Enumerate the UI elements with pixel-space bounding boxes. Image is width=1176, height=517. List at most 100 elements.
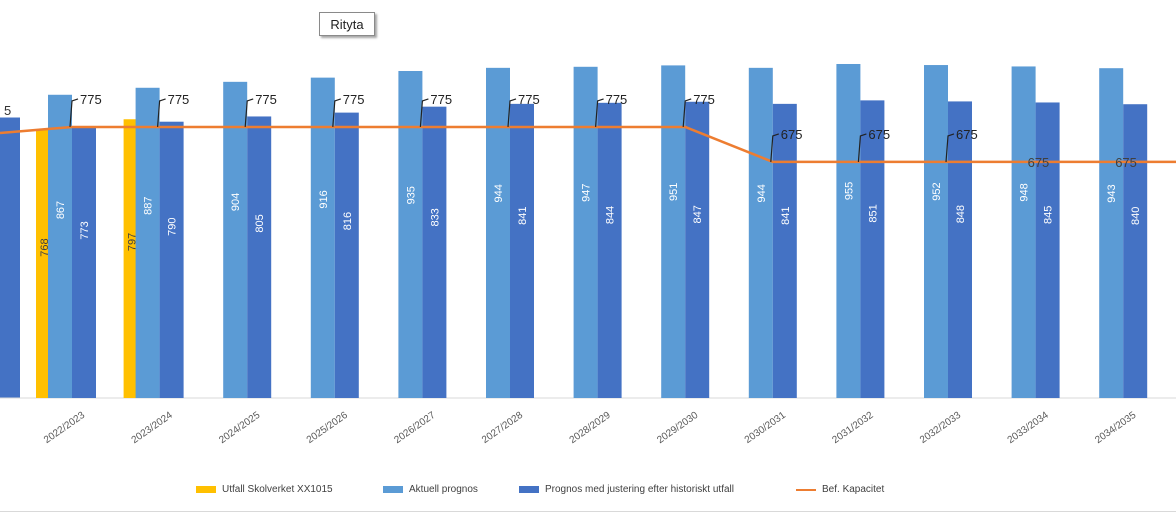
x-tick-label: 2026/2027 <box>392 410 437 446</box>
data-label-kapacitet: 775 <box>430 92 452 107</box>
data-label-justerad: 773 <box>79 221 91 239</box>
callout-kapacitet <box>332 98 341 127</box>
tooltip-label: Rityta <box>330 16 364 32</box>
x-tick-label: 2033/2034 <box>1006 410 1051 446</box>
x-tick-label: 2024/2025 <box>217 410 262 446</box>
callout-kapacitet <box>682 98 692 127</box>
bar-justerad <box>685 101 710 398</box>
data-label-kapacitet: 775 <box>606 92 628 107</box>
data-label-aktuell: 904 <box>230 193 242 211</box>
data-label-aktuell: 943 <box>1106 184 1118 202</box>
data-label-justerad: 841 <box>517 206 529 224</box>
data-label-aktuell: 944 <box>756 184 768 202</box>
bar-justerad <box>247 116 272 398</box>
bar-aktuell <box>573 66 598 399</box>
data-label-justerad: 790 <box>167 218 179 236</box>
data-label-aktuell: 867 <box>55 201 67 219</box>
bar-justerad <box>597 102 622 399</box>
legend-item-utfall[interactable]: Utfall Skolverket XX1015 <box>196 484 333 495</box>
callout-kapacitet <box>419 98 429 127</box>
data-label-kapacitet: 675 <box>781 127 803 142</box>
x-tick-label: 2030/2031 <box>743 410 788 446</box>
series-line-kapacitet <box>0 125 1176 164</box>
legend-swatch-kapacitet <box>796 488 816 491</box>
data-label-kapacitet: 675 <box>868 127 890 142</box>
legend-label-kapacitet: Bef. Kapacitet <box>822 484 885 495</box>
legend[interactable]: Utfall Skolverket XX1015 Aktuell prognos… <box>0 484 1176 502</box>
data-label-aktuell: 948 <box>1019 183 1031 201</box>
legend-item-justerad[interactable]: Prognos med justering efter historiskt u… <box>519 484 734 495</box>
legend-label-utfall: Utfall Skolverket XX1015 <box>222 484 333 495</box>
data-label-aktuell: 951 <box>668 183 680 201</box>
bar-aktuell <box>310 77 335 398</box>
data-label-justerad: 848 <box>955 205 967 223</box>
callout-kapacitet <box>770 133 779 162</box>
bar-aktuell <box>661 65 686 398</box>
data-label-kapacitet: 675 <box>956 127 978 142</box>
data-label-aktuell: 947 <box>581 183 593 201</box>
data-label-justerad: 845 <box>1043 206 1055 224</box>
data-label-justerad: 840 <box>1130 207 1142 225</box>
legend-item-aktuell[interactable]: Aktuell prognos <box>383 484 478 495</box>
bar-aktuell <box>486 67 510 399</box>
callout-kapacitet <box>244 98 254 127</box>
callout-kapacitet <box>595 98 604 127</box>
x-tick-label: 2034/2035 <box>1093 410 1138 446</box>
data-label-kapacitet: 675 <box>1028 155 1050 170</box>
x-tick-label: 2025/2026 <box>305 410 350 446</box>
bar-aktuell <box>748 67 773 399</box>
bar-justerad <box>334 112 359 399</box>
bar-aktuell <box>1011 66 1036 398</box>
data-label-aktuell: 944 <box>493 184 505 202</box>
x-tick-label: 2032/2033 <box>918 410 963 446</box>
legend-swatch-utfall <box>196 486 216 493</box>
data-label-justerad: 816 <box>342 212 354 230</box>
data-label-kapacitet: 775 <box>168 92 190 107</box>
data-label-kapacitet: 775 <box>693 92 715 107</box>
x-tick-label: 2029/2030 <box>655 410 700 446</box>
legend-label-justerad: Prognos med justering efter historiskt u… <box>545 484 734 495</box>
data-label-justerad: 844 <box>605 206 617 224</box>
bar-justerad <box>1123 104 1148 398</box>
bar-justerad <box>72 127 96 399</box>
data-label-kapacitet: 775 <box>343 92 365 107</box>
bar-partial-left <box>0 117 20 398</box>
callout-kapacitet <box>507 98 517 127</box>
bar-aktuell <box>1099 68 1124 398</box>
x-tick-label: 2027/2028 <box>480 410 525 446</box>
x-tick-label: 2028/2029 <box>568 410 613 446</box>
bar-justerad <box>422 106 447 399</box>
bar-aktuell <box>48 94 72 398</box>
callout-kapacitet <box>69 98 79 127</box>
data-label-aktuell: 955 <box>843 182 855 200</box>
bar-aktuell <box>135 87 160 398</box>
data-label-aktuell: 916 <box>318 190 330 208</box>
legend-item-kapacitet[interactable]: Bef. Kapacitet <box>796 484 884 495</box>
bottom-rule <box>0 511 1176 512</box>
x-tick-label: 2022/2023 <box>42 410 87 446</box>
data-label-kapacitet: 775 <box>255 92 277 107</box>
bar-aktuell <box>398 70 423 398</box>
bar-justerad <box>1035 102 1060 398</box>
data-label-aktuell: 935 <box>405 186 417 204</box>
data-label-kapacitet: 775 <box>80 92 102 107</box>
data-label-justerad: 805 <box>254 214 266 232</box>
partial-label-left: 5 <box>4 103 11 118</box>
bar-justerad <box>159 121 184 398</box>
legend-swatch-aktuell <box>383 486 403 493</box>
x-tick-label: 2031/2032 <box>830 410 875 446</box>
callout-kapacitet <box>157 98 166 127</box>
data-label-kapacitet: 675 <box>1115 155 1137 170</box>
data-label-justerad: 841 <box>780 206 792 224</box>
legend-label-aktuell: Aktuell prognos <box>409 484 478 495</box>
bar-justerad <box>948 101 972 399</box>
data-label-kapacitet: 775 <box>518 92 540 107</box>
data-label-aktuell: 952 <box>931 182 943 200</box>
bar-justerad <box>860 100 885 399</box>
bar-aktuell <box>223 81 248 399</box>
legend-swatch-justerad <box>519 486 539 493</box>
bar-aktuell <box>924 65 948 399</box>
data-label-justerad: 847 <box>692 205 704 223</box>
data-label-aktuell: 887 <box>143 196 155 214</box>
